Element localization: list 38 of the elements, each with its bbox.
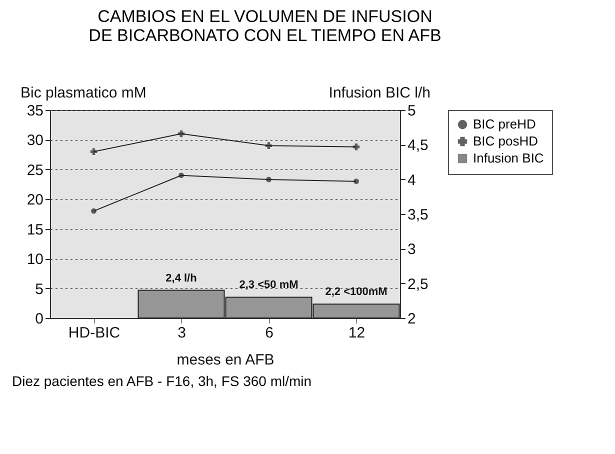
- x-tick-label: 12: [348, 324, 366, 342]
- point: [354, 178, 359, 184]
- text: Diez pacientes en AFB - F16, 3h, FS 360 ml/min: [12, 373, 313, 389]
- y-tick-label: 5: [35, 280, 44, 298]
- y2-tick-label: 2,5: [408, 276, 428, 293]
- legend-label: BIC preHD: [473, 116, 536, 132]
- point: [178, 130, 185, 138]
- data-label: 2,2 <100mM: [325, 286, 388, 298]
- point: [90, 148, 98, 155]
- point: [265, 142, 272, 150]
- y2-tick-label: 5: [408, 102, 416, 120]
- y2-tick-label: 3: [408, 241, 416, 258]
- y-tick-label: 10: [26, 251, 44, 268]
- point: [91, 208, 96, 214]
- point: [266, 176, 272, 182]
- y-tick-label: 30: [26, 132, 44, 150]
- y-tick-label: 25: [26, 162, 44, 179]
- y-tick-label: 35: [26, 102, 44, 120]
- x-tick-label: HD-BIC: [68, 324, 120, 342]
- point: [352, 143, 360, 150]
- y2-tick-label: 2: [408, 310, 416, 328]
- x-axis-title: meses en AFB: [176, 352, 274, 368]
- x-tick-label: 6: [265, 324, 274, 342]
- legend-label: Infusion BIC: [473, 150, 544, 166]
- y-tick-label: 15: [26, 221, 44, 238]
- y2-tick-label: 4,5: [408, 137, 428, 154]
- data-label: 2,3 <50 mM: [239, 279, 298, 292]
- y-tick-label: 20: [26, 192, 44, 209]
- chart-title: CAMBIOS EN EL VOLUMEN DE INFUSION DE BICARBONATO CON EL TIEMPO EN AFB: [88, 7, 442, 45]
- y2-tick-label: 3,5: [408, 206, 428, 224]
- y-axis-title: Bic plasmatico mM: [20, 84, 146, 102]
- legend-label: BIC posHD: [473, 134, 538, 148]
- point: [178, 172, 184, 178]
- y2-axis-title: Infusion BIC l/h: [328, 84, 430, 102]
- y2-tick-label: 4: [408, 172, 416, 189]
- x-tick-label: 3: [178, 324, 186, 342]
- data-label: 2,4 l/h: [166, 272, 198, 284]
- y-tick-label: 0: [35, 310, 44, 328]
